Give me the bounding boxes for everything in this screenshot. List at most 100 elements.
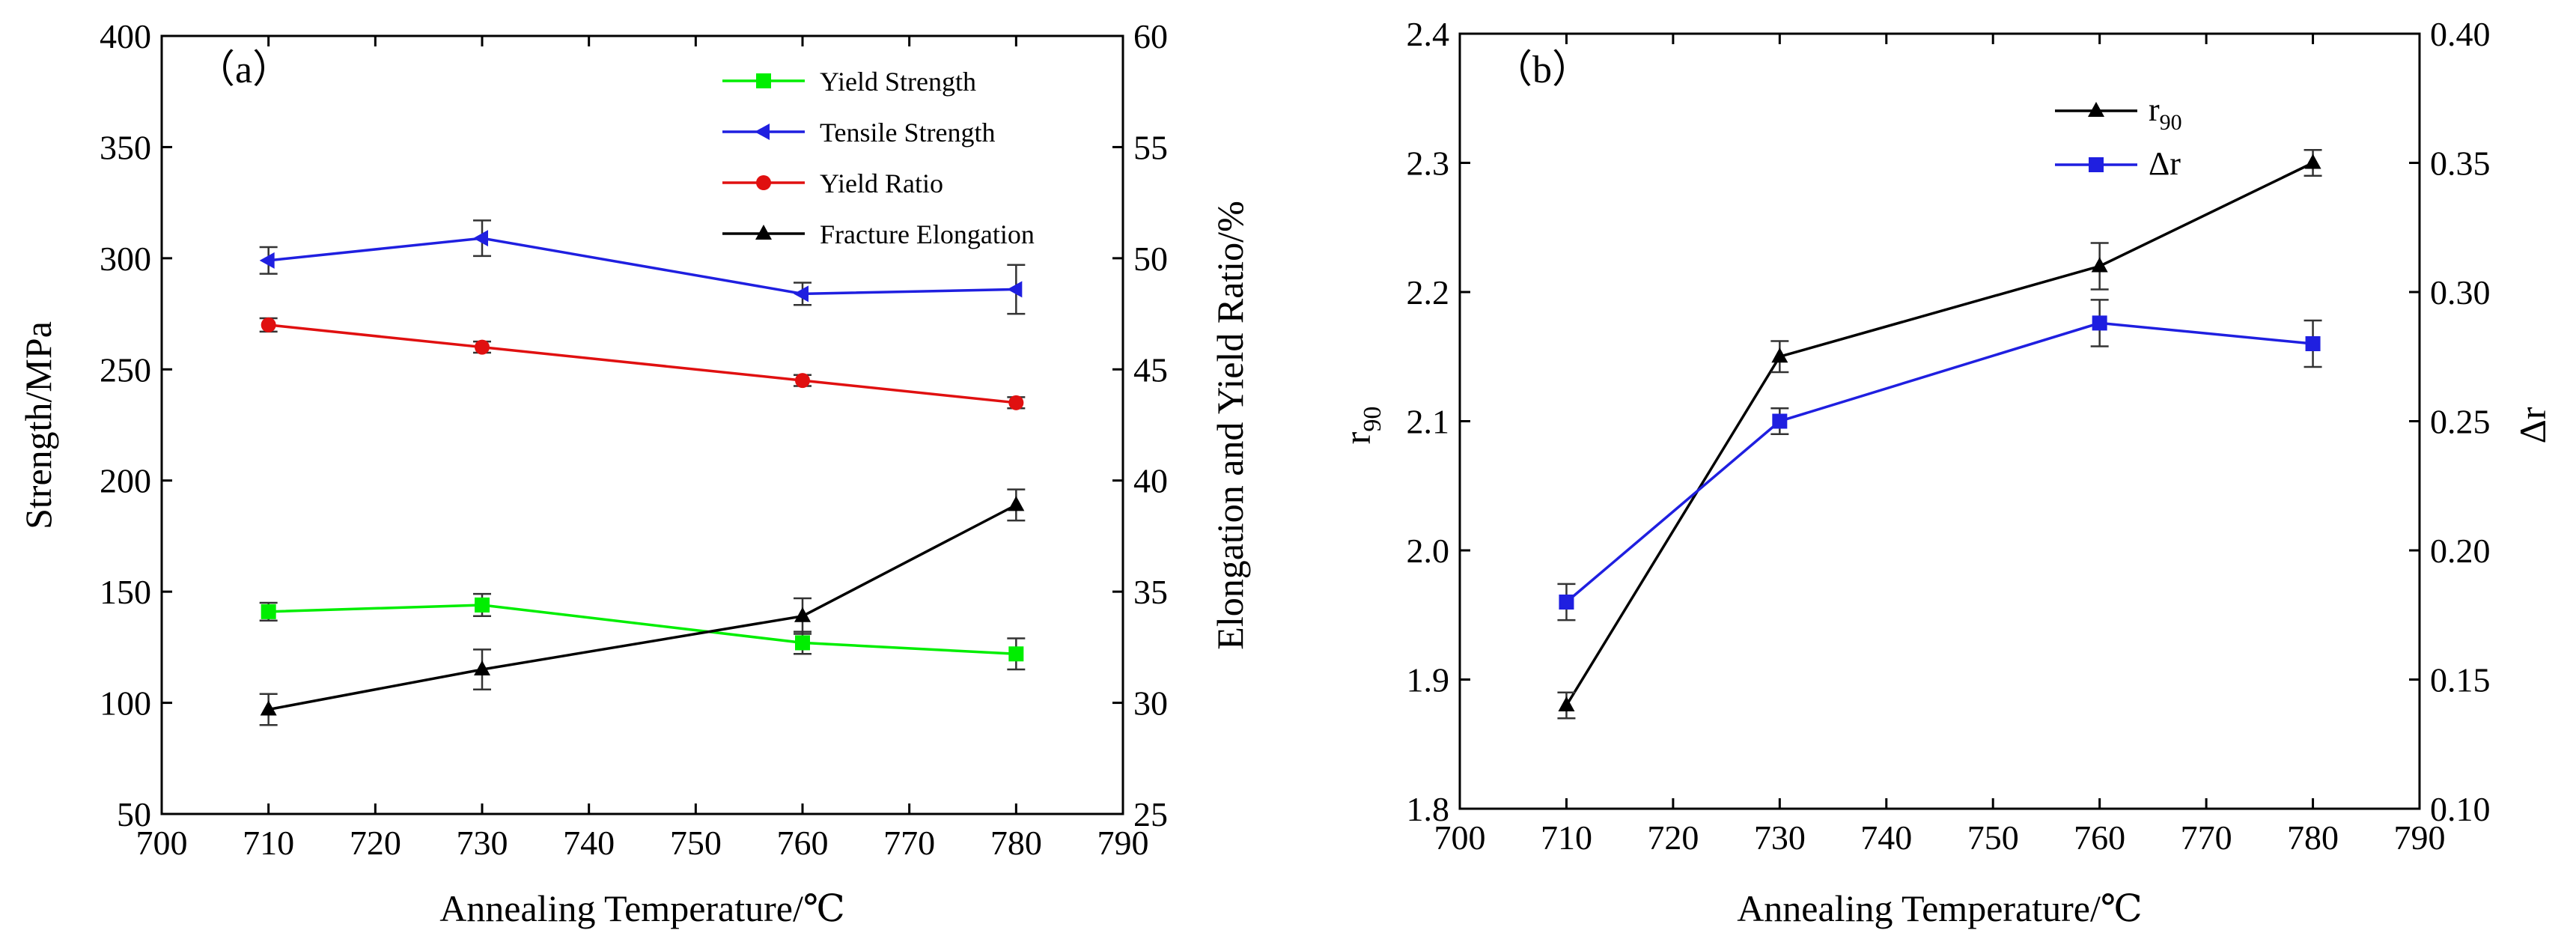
legend-marker [2089,157,2104,172]
data-point [261,317,276,332]
y-left-tick-label: 2.2 [1407,273,1450,312]
x-tick-label: 730 [457,824,508,862]
data-point [2092,315,2107,331]
y-left-tick-label: 150 [100,573,151,611]
legend-entry: Yield Ratio [722,168,943,198]
legend-marker [756,73,771,88]
plot-frame [160,34,1124,815]
x-tick-label: 780 [2287,818,2339,857]
data-point [1558,696,1575,711]
y-right-tick-label: 0.20 [2430,532,2491,570]
y-right-tick-label: 0.10 [2430,790,2491,828]
y-right-tick-label: 0.25 [2430,403,2491,441]
data-point [1008,496,1025,511]
x-tick-label: 770 [2181,818,2232,857]
y-left-tick-label: 1.8 [1407,790,1450,828]
data-point [260,700,277,716]
y-left-tick-label: 350 [100,128,151,166]
legend-label: r90 [2149,91,2182,135]
data-point [259,252,275,269]
y-left-tick-label: 2.3 [1407,145,1450,183]
y-right-tick-label: 60 [1133,17,1168,55]
legend-label-main: Fracture Elongation [820,219,1035,249]
y-right-tick-label: 0.15 [2430,661,2491,699]
legend-entry: Tensile Strength [722,118,995,148]
y-right-tick-label: 25 [1133,795,1168,833]
legend-marker [2088,102,2104,117]
x-tick-label: 740 [563,824,615,862]
data-point [1007,281,1023,298]
y-right-tick-label: 0.35 [2430,145,2491,183]
x-tick-label: 710 [1541,818,1592,857]
legend-label-main: Δr [2149,145,2181,182]
legend-marker [755,225,772,240]
series--r [1557,299,2322,622]
legend-label: Yield Strength [820,67,976,97]
x-tick-label: 790 [2394,818,2446,857]
panel-label: （a） [196,49,291,91]
y-left-tick-label: 2.4 [1407,15,1450,53]
plot-frame [1458,32,2421,810]
y-left-tick-label: 50 [117,795,151,833]
x-tick-label: 720 [350,824,401,862]
data-point [1559,595,1574,610]
panel-b-chart: 700 710 720 730 740 750 760 770 780 790 1.8 1.9 2.0 2… [1336,15,2554,929]
y-left-axis-label-main: r [1336,431,1378,444]
legend-label: Fracture Elongation [820,219,1035,249]
data-point [475,339,490,355]
data-point [2304,154,2321,169]
x-tick-label: 700 [1434,818,1486,857]
legend-label: Yield Ratio [820,168,943,198]
panel-a-chart: 700 710 720 730 740 750 760 770 780 790 50 100 150 20… [17,17,1251,929]
y-right-tick-label: 45 [1133,350,1168,389]
x-tick-label: 780 [990,824,1042,862]
y-left-tick-label: 1.9 [1407,661,1450,699]
y-left-axis-label: r90 [1336,407,1386,445]
data-point [1008,646,1024,662]
data-point [795,635,810,651]
series-tensile-strength [259,219,1026,315]
x-tick-label: 770 [883,824,935,862]
legend-entry: r90 [2055,91,2182,135]
legend-label: Tensile Strength [820,118,995,148]
x-tick-label: 750 [1967,818,2019,857]
legend-label-main: Yield Ratio [820,168,943,198]
x-tick-label: 790 [1097,824,1149,862]
data-point [261,604,276,619]
panel-label: （b） [1493,49,1591,91]
x-tick-label: 700 [136,824,188,862]
legend-entry: Fracture Elongation [722,219,1035,249]
data-point [794,607,811,622]
legend-entry: Yield Strength [722,67,976,97]
y-right-tick-label: 0.40 [2430,15,2491,53]
y-right-tick-label: 40 [1133,462,1168,500]
y-left-tick-label: 200 [100,462,151,500]
legend-marker [755,124,770,140]
x-tick-label: 730 [1754,818,1806,857]
legend-marker [756,175,771,190]
y-left-tick-label: 400 [100,17,151,55]
series-line [268,503,1017,711]
legend-label-main: Yield Strength [820,67,976,97]
data-point [795,373,810,389]
y-right-axis-label: Elongation and Yield Ratio/% [1209,201,1251,649]
x-tick-label: 720 [1647,818,1699,857]
y-right-tick-label: 30 [1133,684,1168,723]
y-right-tick-label: 50 [1133,240,1168,278]
y-left-tick-label: 100 [100,684,151,723]
series-line [1565,321,2313,604]
y-left-tick-label: 2.1 [1407,403,1450,441]
data-point [2305,336,2321,351]
x-tick-label: 750 [670,824,722,862]
data-point [475,597,490,613]
legend-entry: Δr [2055,145,2181,182]
data-point [1771,347,1788,363]
x-tick-label: 710 [243,824,294,862]
series-line [268,604,1017,656]
x-tick-label: 740 [1860,818,1912,857]
data-point [1772,413,1788,429]
legend-label-main: Tensile Strength [820,118,995,148]
y-right-tick-label: 35 [1133,573,1168,611]
series-line [268,323,1017,404]
